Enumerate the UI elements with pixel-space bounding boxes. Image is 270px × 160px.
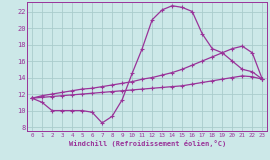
- X-axis label: Windchill (Refroidissement éolien,°C): Windchill (Refroidissement éolien,°C): [69, 140, 226, 147]
